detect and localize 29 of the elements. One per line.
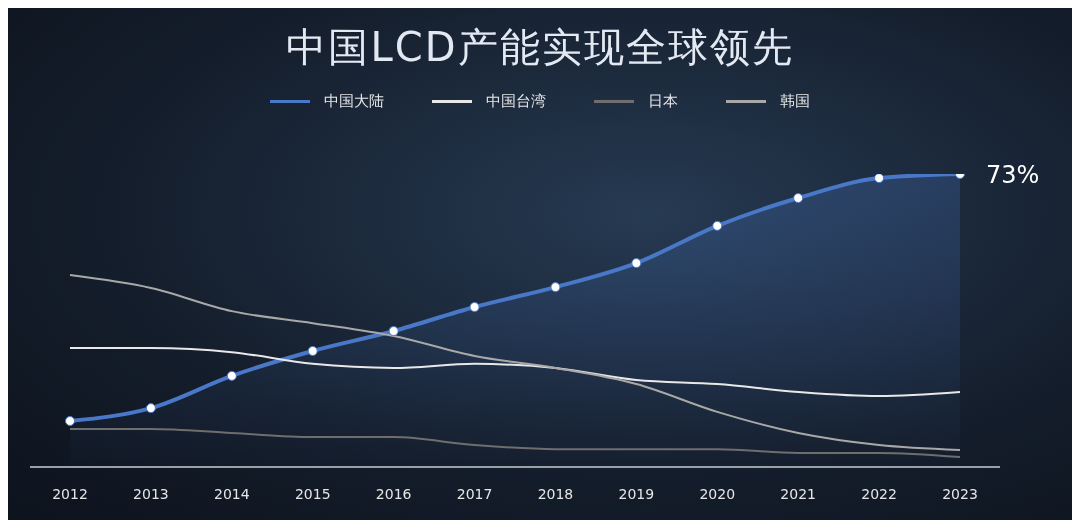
- x-tick-label: 2012: [52, 485, 88, 502]
- x-tick-label: 2016: [375, 485, 412, 502]
- legend-label: 日本: [648, 92, 678, 111]
- point: [65, 416, 75, 426]
- x-tick-label: 2022: [861, 485, 897, 502]
- x-tick-label: 2023: [942, 485, 978, 502]
- point: [550, 282, 561, 293]
- x-tick-label: 2017: [456, 485, 493, 502]
- point: [307, 345, 318, 356]
- point: [631, 258, 642, 269]
- legend-label: 韩国: [780, 92, 810, 111]
- legend-label: 中国台湾: [486, 92, 546, 111]
- point: [145, 403, 156, 414]
- legend-label: 中国大陆: [324, 92, 384, 111]
- point: [712, 220, 723, 231]
- annotation: 73%: [986, 161, 1040, 189]
- x-tick-label: 2013: [133, 485, 169, 502]
- point: [469, 302, 480, 313]
- point: [793, 193, 804, 204]
- x-tick-label: 2020: [699, 485, 736, 502]
- x-tick-label: 2021: [780, 485, 816, 502]
- chart-title: 中国LCD产能实现全球领先: [285, 23, 795, 72]
- point: [226, 370, 237, 381]
- x-tick-label: 2015: [294, 485, 331, 502]
- x-tick-label: 2014: [214, 485, 250, 502]
- x-tick-label: 2018: [537, 485, 574, 502]
- point: [874, 174, 885, 184]
- point: [388, 326, 399, 337]
- x-tick-label: 2019: [618, 485, 655, 502]
